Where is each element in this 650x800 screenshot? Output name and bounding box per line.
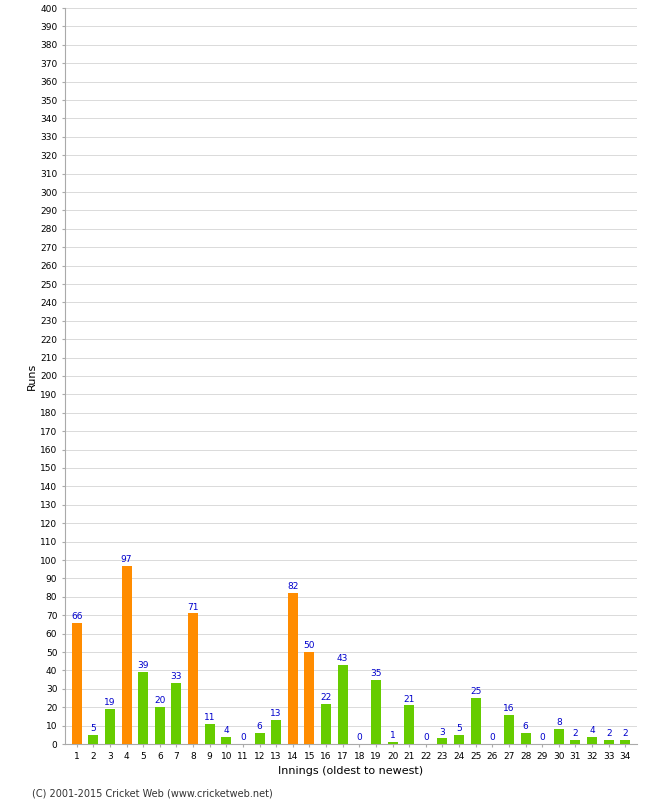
Text: 2: 2	[623, 730, 628, 738]
Bar	[554, 730, 564, 744]
Bar	[371, 679, 381, 744]
Bar	[387, 742, 398, 744]
Text: 82: 82	[287, 582, 298, 591]
Bar	[155, 707, 164, 744]
Text: 43: 43	[337, 654, 348, 663]
Bar	[604, 740, 614, 744]
Text: 11: 11	[204, 713, 215, 722]
Text: 20: 20	[154, 696, 166, 706]
Text: (C) 2001-2015 Cricket Web (www.cricketweb.net): (C) 2001-2015 Cricket Web (www.cricketwe…	[32, 788, 273, 798]
Bar	[221, 737, 231, 744]
Text: 6: 6	[257, 722, 263, 731]
Bar	[504, 714, 514, 744]
Text: 39: 39	[137, 662, 149, 670]
Y-axis label: Runs: Runs	[27, 362, 37, 390]
Text: 6: 6	[523, 722, 528, 731]
Bar	[571, 740, 580, 744]
Bar	[105, 709, 115, 744]
Bar	[338, 665, 348, 744]
Bar	[72, 622, 82, 744]
Bar	[205, 724, 214, 744]
Text: 8: 8	[556, 718, 562, 727]
Text: 4: 4	[224, 726, 229, 734]
Bar	[404, 706, 414, 744]
Text: 13: 13	[270, 710, 282, 718]
Text: 19: 19	[104, 698, 116, 707]
Bar	[587, 737, 597, 744]
Text: 71: 71	[187, 602, 199, 611]
Text: 5: 5	[90, 724, 96, 733]
Text: 0: 0	[240, 733, 246, 742]
Text: 4: 4	[590, 726, 595, 734]
Bar	[521, 733, 530, 744]
Text: 50: 50	[304, 641, 315, 650]
X-axis label: Innings (oldest to newest): Innings (oldest to newest)	[278, 766, 424, 776]
Text: 22: 22	[320, 693, 332, 702]
Bar	[288, 593, 298, 744]
Text: 0: 0	[540, 733, 545, 742]
Text: 3: 3	[439, 728, 445, 737]
Bar	[454, 734, 464, 744]
Bar	[321, 703, 331, 744]
Text: 25: 25	[470, 687, 482, 696]
Bar	[188, 614, 198, 744]
Bar	[304, 652, 315, 744]
Bar	[620, 740, 630, 744]
Text: 97: 97	[121, 554, 132, 564]
Text: 0: 0	[423, 733, 429, 742]
Text: 66: 66	[71, 612, 83, 621]
Bar	[172, 683, 181, 744]
Text: 0: 0	[356, 733, 362, 742]
Text: 1: 1	[390, 731, 395, 740]
Text: 0: 0	[489, 733, 495, 742]
Bar	[122, 566, 131, 744]
Text: 16: 16	[503, 704, 515, 713]
Bar	[271, 720, 281, 744]
Text: 21: 21	[404, 694, 415, 703]
Text: 2: 2	[573, 730, 578, 738]
Bar	[471, 698, 481, 744]
Bar	[437, 738, 447, 744]
Text: 5: 5	[456, 724, 462, 733]
Bar	[255, 733, 265, 744]
Bar	[88, 734, 98, 744]
Text: 33: 33	[171, 673, 182, 682]
Text: 2: 2	[606, 730, 612, 738]
Text: 35: 35	[370, 669, 382, 678]
Bar	[138, 672, 148, 744]
